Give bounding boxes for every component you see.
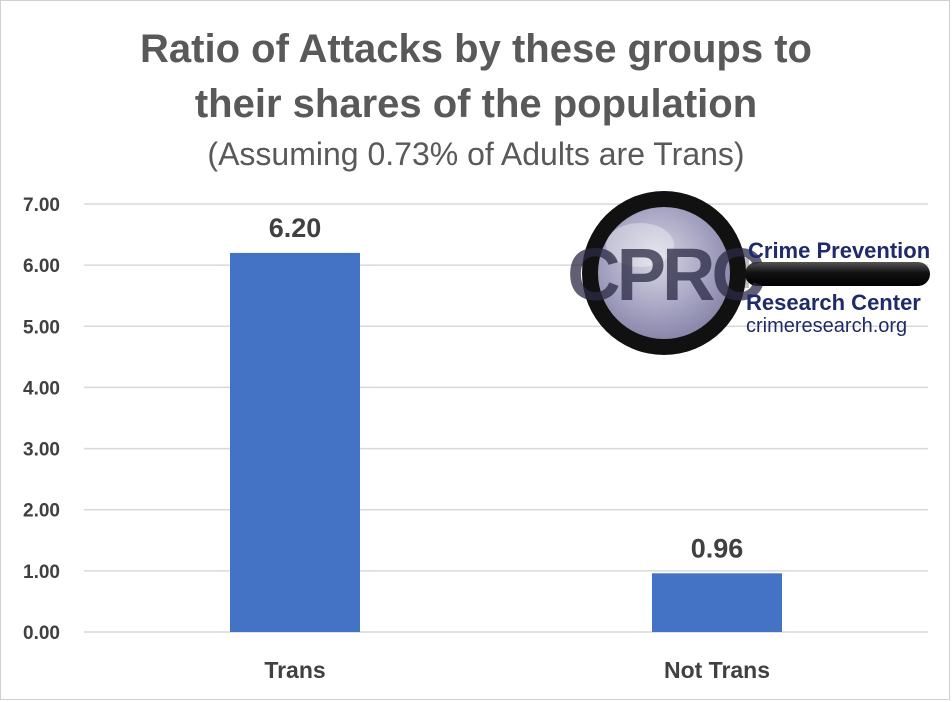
x-axis-categories: Trans Not Trans: [264, 657, 770, 683]
bar-not-trans: [652, 573, 782, 632]
y-axis-ticks: 0.00 1.00 2.00 3.00 4.00 5.00 6.00 7.00: [23, 195, 60, 644]
logo-monogram: CPRC: [567, 233, 763, 316]
y-tick-label: 7.00: [23, 195, 60, 216]
chart-title-line-1: Ratio of Attacks by these groups to: [140, 27, 812, 71]
y-tick-label: 2.00: [23, 501, 60, 522]
lens-glare: [606, 223, 674, 267]
y-tick-label: 6.00: [23, 256, 60, 277]
magnifier-handle: [745, 262, 930, 286]
logo-name-line-2: Research Center: [746, 290, 921, 315]
y-tick-label: 3.00: [23, 440, 60, 461]
x-category-label: Trans: [264, 657, 325, 683]
bar-trans: [230, 252, 360, 632]
logo-website: crimeresearch.org: [746, 315, 907, 337]
y-tick-label: 0.00: [23, 623, 60, 644]
chart-title-line-2: their shares of the population: [194, 82, 758, 126]
gridlines: [84, 203, 928, 633]
magnifier-lens: [598, 207, 730, 339]
data-labels: 6.20 0.96: [269, 213, 744, 563]
bars: [230, 252, 782, 632]
x-category-label: Not Trans: [664, 657, 770, 683]
logo-name-line-1: Crime Prevention: [748, 238, 930, 263]
data-label: 0.96: [691, 533, 744, 563]
cprc-logo: CPRC Crime Prevention Research Center cr…: [567, 191, 930, 355]
y-tick-label: 1.00: [23, 562, 60, 583]
y-tick-label: 4.00: [23, 378, 60, 399]
y-tick-label: 5.00: [23, 317, 60, 338]
chart-subtitle: (Assuming 0.73% of Adults are Trans): [207, 136, 745, 172]
data-label: 6.20: [269, 213, 322, 243]
